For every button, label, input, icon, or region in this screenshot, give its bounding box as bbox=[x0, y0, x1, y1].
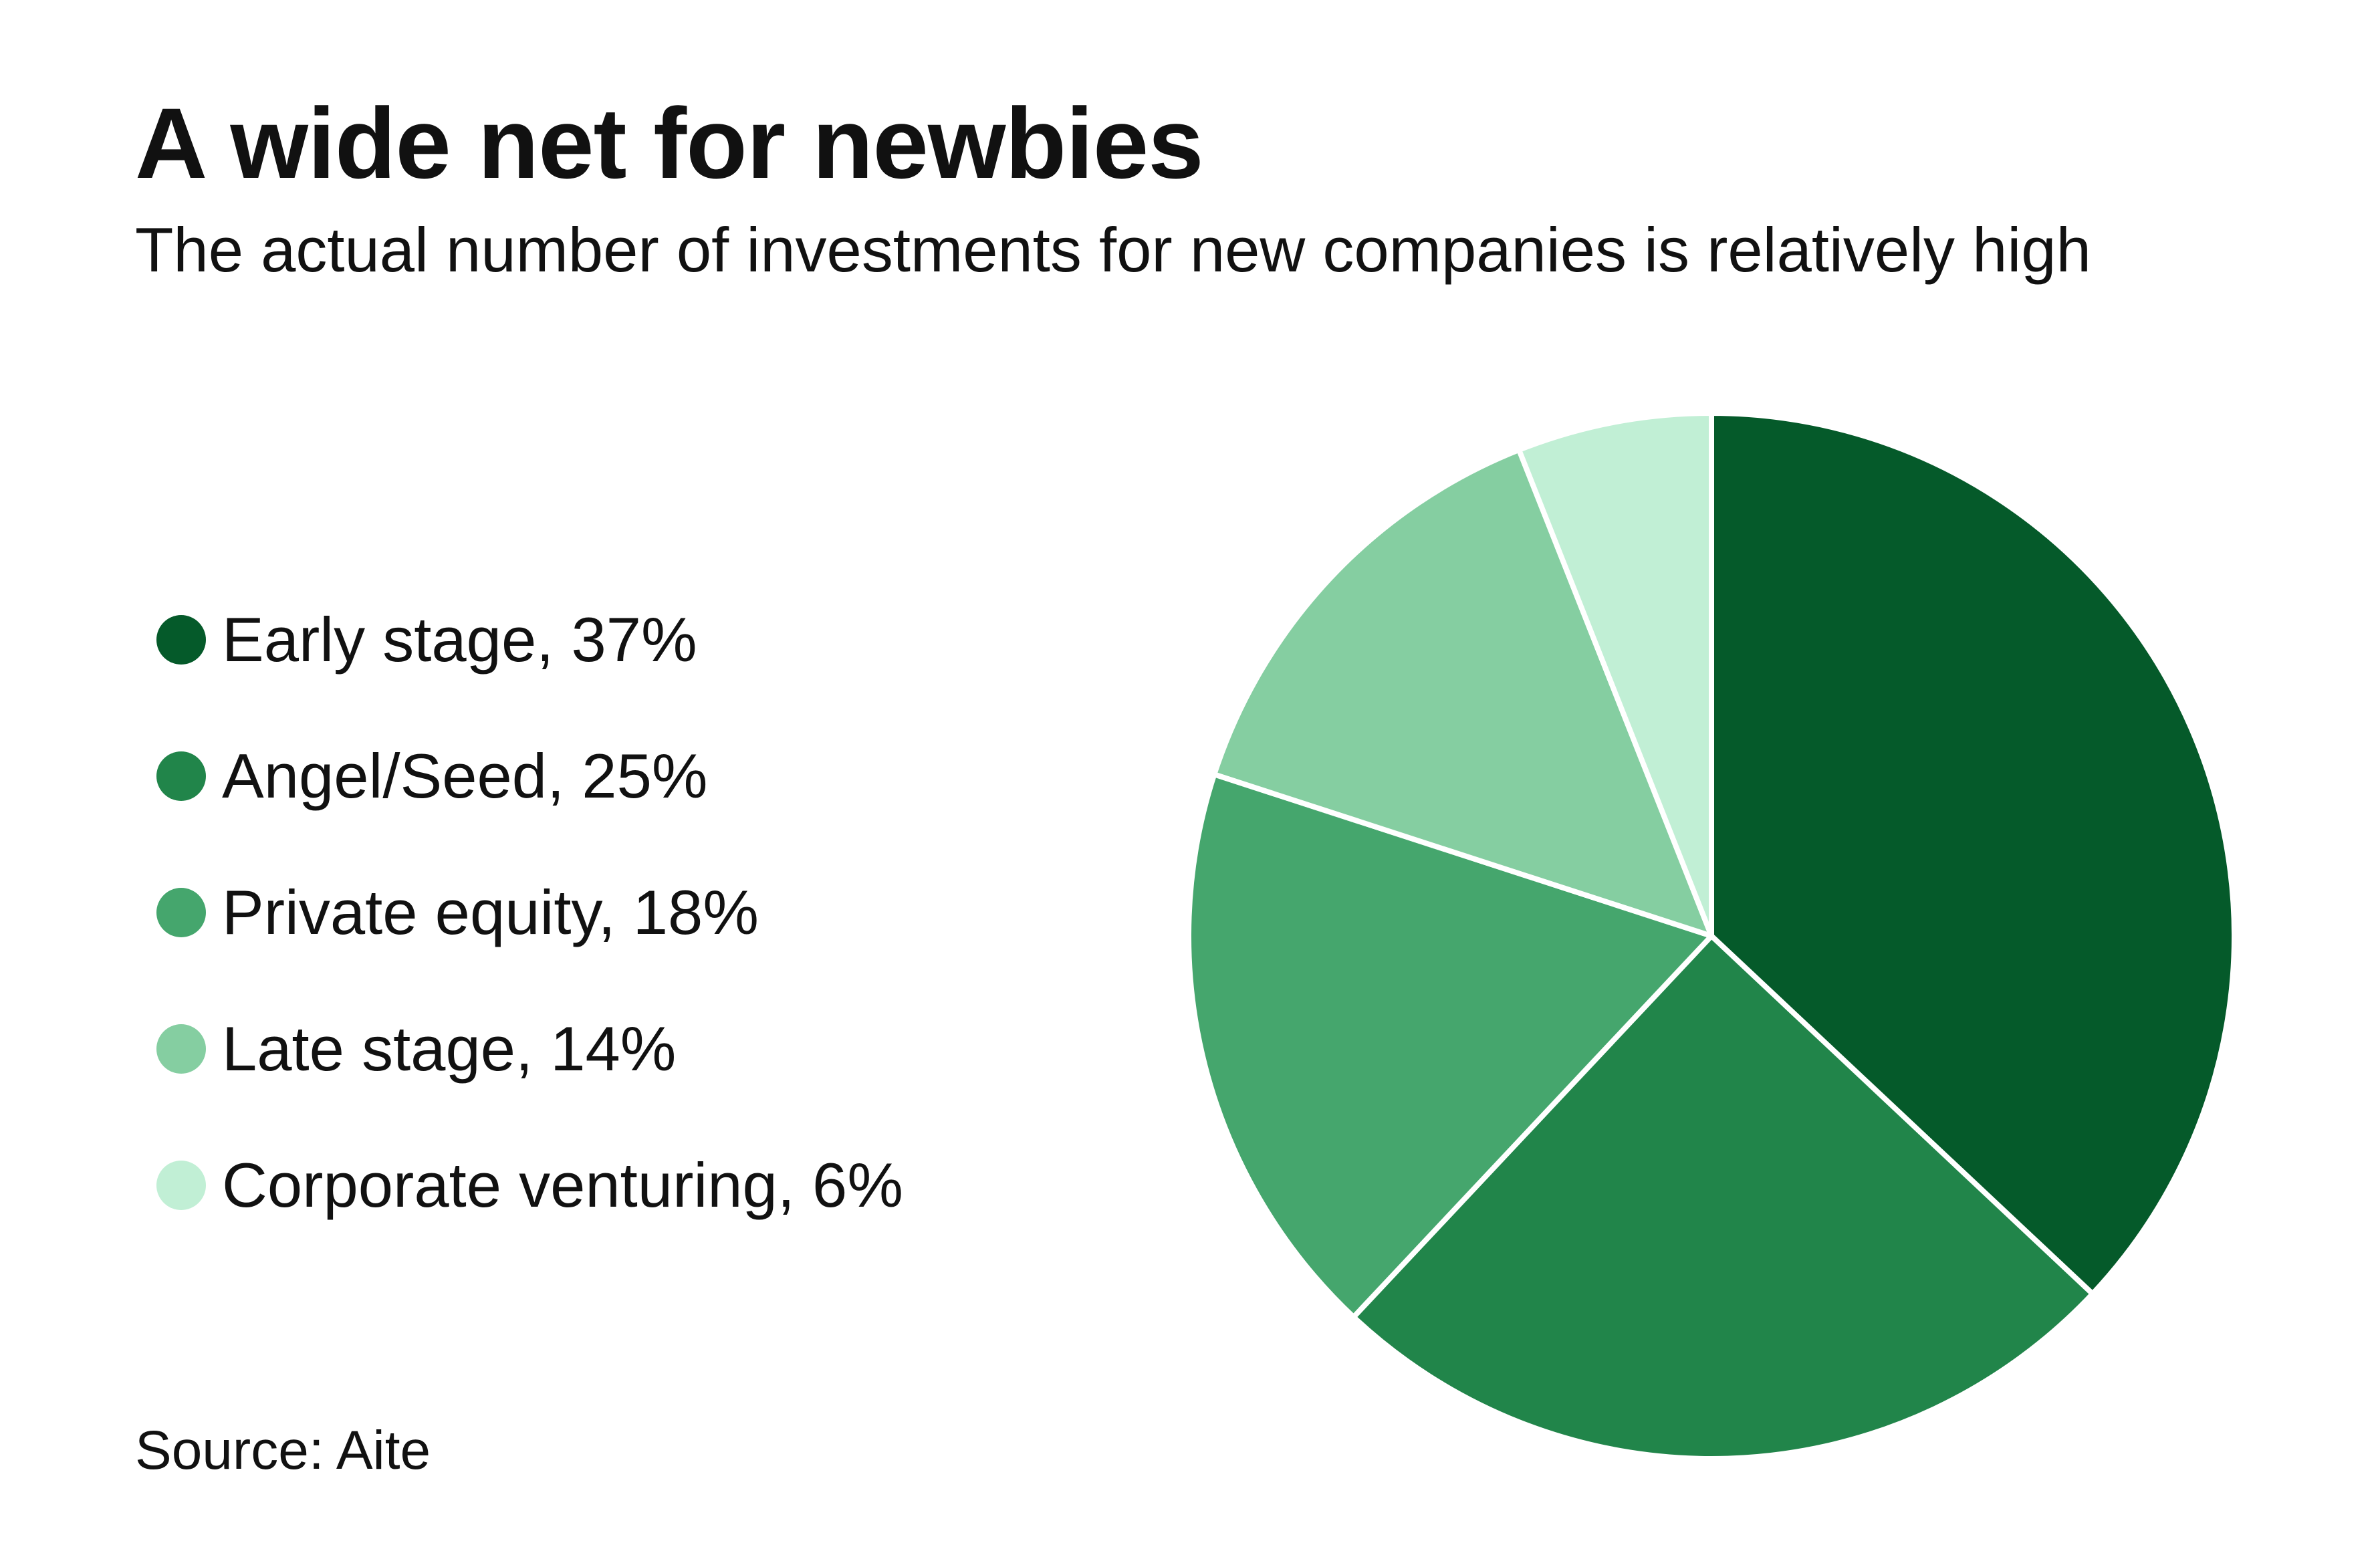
source-note: Source: Aite bbox=[135, 1420, 431, 1481]
pie-slice-corporate-venturing bbox=[1516, 410, 1714, 939]
pie-slice-private-equity bbox=[1186, 771, 1714, 1320]
legend-swatch-late-stage bbox=[156, 1024, 206, 1074]
legend-item-late-stage: Late stage, 14% bbox=[156, 981, 903, 1117]
legend-label-early-stage: Early stage, 37% bbox=[222, 604, 697, 675]
legend-label-corporate-venturing: Corporate venturing, 6% bbox=[222, 1150, 903, 1220]
legend-item-corporate-venturing: Corporate venturing, 6% bbox=[156, 1117, 903, 1254]
pie-slice-angel-seed bbox=[1350, 933, 2096, 1461]
chart-subtitle: The actual number of investments for new… bbox=[135, 215, 2091, 285]
legend-item-early-stage: Early stage, 37% bbox=[156, 572, 903, 708]
legend-item-angel-seed: Angel/Seed, 25% bbox=[156, 708, 903, 844]
legend-label-late-stage: Late stage, 14% bbox=[222, 1013, 677, 1084]
legend-swatch-angel-seed bbox=[156, 751, 206, 801]
pie-chart bbox=[1177, 401, 2246, 1471]
pie-slice-early-stage bbox=[1709, 410, 2237, 1297]
legend-label-private-equity: Private equity, 18% bbox=[222, 877, 759, 947]
legend-swatch-early-stage bbox=[156, 615, 206, 665]
pie-slice-late-stage bbox=[1211, 447, 1714, 939]
legend-swatch-corporate-venturing bbox=[156, 1161, 206, 1210]
pie-svg bbox=[1186, 410, 2237, 1461]
legend-label-angel-seed: Angel/Seed, 25% bbox=[222, 741, 708, 811]
legend-swatch-private-equity bbox=[156, 888, 206, 937]
chart-title: A wide net for newbies bbox=[135, 87, 1204, 199]
legend-item-private-equity: Private equity, 18% bbox=[156, 844, 903, 981]
legend: Early stage, 37% Angel/Seed, 25% Private… bbox=[156, 572, 903, 1254]
